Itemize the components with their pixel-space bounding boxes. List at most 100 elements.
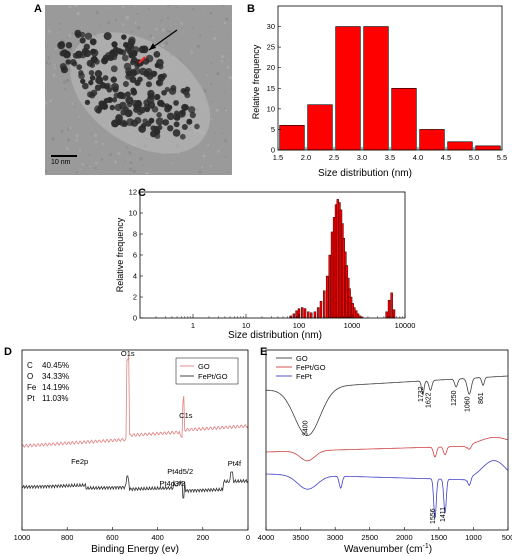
d-legend-box <box>175 357 239 385</box>
fept-nanoparticle <box>157 74 164 80</box>
tem-noise <box>227 5 229 7</box>
fept-nanoparticle <box>167 125 174 132</box>
tem-noise <box>179 58 182 61</box>
fept-nanoparticle <box>173 121 180 128</box>
tem-noise <box>45 169 48 173</box>
tem-noise <box>164 163 167 166</box>
tem-noise <box>45 101 48 105</box>
b-ytick-label: 30 <box>267 22 275 31</box>
d-series-fept-go <box>21 471 249 499</box>
fept-nanoparticle <box>94 84 102 91</box>
fept-nanoparticle <box>145 81 153 88</box>
tem-noise <box>75 139 79 142</box>
d-composition-value: 40.45% <box>42 361 69 370</box>
fept-nanoparticle <box>166 104 173 111</box>
fept-nanoparticle <box>111 41 118 48</box>
lattice-marker <box>138 56 146 64</box>
c-ytick-label: 10 <box>129 209 137 218</box>
e-series-go <box>266 375 508 436</box>
tem-noise <box>52 73 56 77</box>
fept-nanoparticle <box>79 31 86 38</box>
fept-nanoparticle <box>102 54 110 62</box>
c-xtick-label: 100 <box>293 321 306 330</box>
tem-noise <box>175 6 178 9</box>
fept-nanoparticle <box>128 36 136 44</box>
fept-nanoparticle <box>90 48 96 55</box>
fept-nanoparticle <box>103 32 112 41</box>
d-xtick-label: 800 <box>61 533 74 542</box>
d-peak-label: Pt4f <box>228 459 242 468</box>
scale-bar-label: 10 nm <box>51 159 71 166</box>
d-composition-element: Pt <box>27 394 35 403</box>
fept-nanoparticle <box>60 49 69 57</box>
fept-nanoparticle <box>109 104 115 111</box>
tem-noise <box>94 140 98 144</box>
tem-noise <box>114 160 118 164</box>
e-legend-label: FePt/GO <box>296 363 326 372</box>
fept-nanoparticle <box>130 119 139 127</box>
tem-micrograph <box>45 5 232 175</box>
tem-noise <box>223 21 227 25</box>
tem-noise <box>192 27 194 30</box>
e-xtick-label: 500 <box>502 533 512 542</box>
tem-noise <box>129 161 133 165</box>
tem-noise <box>145 171 149 175</box>
fept-nanoparticle <box>95 76 104 85</box>
tem-noise <box>75 171 78 174</box>
fept-nanoparticle <box>143 99 151 107</box>
fept-nanoparticle <box>110 65 118 73</box>
scale-bar <box>51 155 77 157</box>
c-bar <box>328 254 331 319</box>
c-frame <box>139 191 406 319</box>
tem-noise <box>86 164 89 167</box>
tem-noise <box>225 156 227 158</box>
e-xtick-label: 4000 <box>258 533 275 542</box>
tem-noise <box>207 143 210 147</box>
tem-noise <box>63 88 67 91</box>
tem-noise <box>226 65 230 69</box>
chart-e: 4000 3500 3000 2500 2000 1500 1000 500 GOFePt/GO… <box>258 349 512 555</box>
e-series-fept-go <box>266 437 509 462</box>
fept-nanoparticle <box>110 76 117 83</box>
fept-nanoparticle <box>97 105 104 111</box>
fept-nanoparticle <box>89 38 97 46</box>
tem-noise <box>62 80 66 84</box>
e-peak-label: 1411 <box>440 507 447 522</box>
fept-nanoparticle <box>114 103 123 112</box>
fept-nanoparticle <box>189 111 196 119</box>
fept-nanoparticle <box>154 93 161 101</box>
tem-noise <box>73 105 75 108</box>
tem-noise <box>226 34 229 36</box>
tem-noise <box>76 11 80 16</box>
e-xtick-label: 2500 <box>361 533 378 542</box>
e-frame <box>265 349 509 531</box>
fept-nanoparticle <box>89 75 96 81</box>
tem-noise <box>128 150 131 153</box>
chart-b: Relative frequency Size distribution (nm… <box>251 5 507 179</box>
tem-noise <box>95 11 99 15</box>
fept-nanoparticle <box>138 125 147 133</box>
tem-noise <box>180 21 184 25</box>
fept-nanoparticle <box>59 62 67 70</box>
tem-noise <box>102 142 105 146</box>
tem-noise <box>210 118 213 121</box>
fept-nanoparticle <box>123 62 132 71</box>
fept-nanoparticle <box>140 45 149 54</box>
tem-noise <box>215 108 219 112</box>
fept-nanoparticle <box>154 133 161 139</box>
e-xtick-label: 2000 <box>396 533 413 542</box>
tem-noise <box>53 66 56 69</box>
fept-nanoparticle <box>111 97 118 103</box>
c-xtick-label: 1 <box>191 321 195 330</box>
fept-nanoparticle <box>155 117 164 126</box>
b-xtick-label: 5.5 <box>497 153 507 162</box>
tem-noise <box>228 75 232 80</box>
d-legend-label: FePt/GO <box>198 372 228 381</box>
tem-noise <box>213 140 216 142</box>
fept-nanoparticle <box>125 96 134 105</box>
tem-noise <box>181 31 183 33</box>
d-composition-value: 11.03% <box>42 394 69 403</box>
panel-a-label: A <box>34 3 42 15</box>
b-xtick-label: 2.0 <box>301 153 311 162</box>
c-bar <box>316 307 320 319</box>
